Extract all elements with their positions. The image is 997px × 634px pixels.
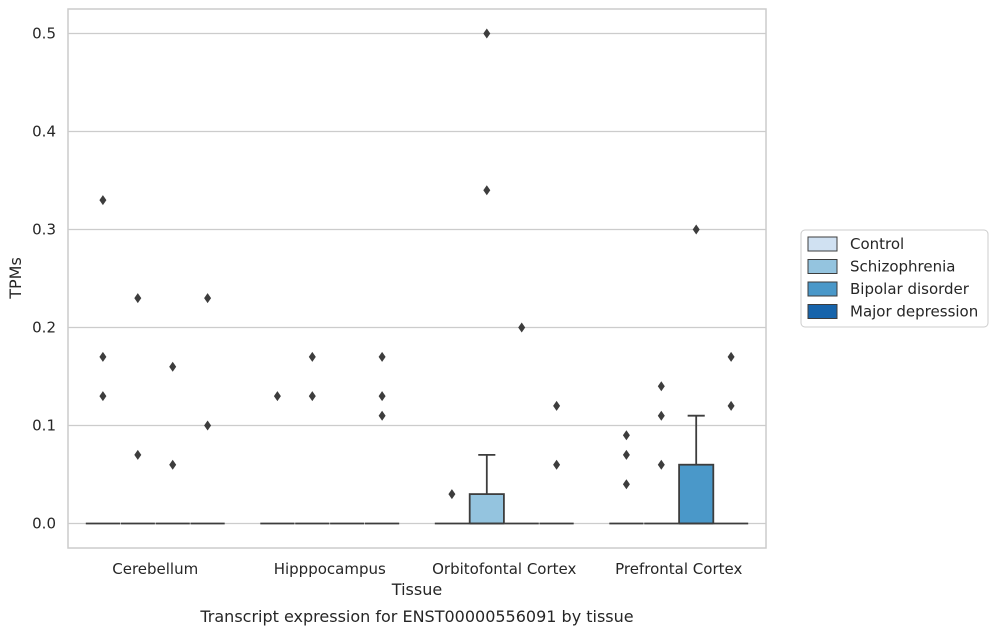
outlier-point — [622, 449, 630, 460]
outlier-point — [657, 410, 665, 421]
x-tick-label: Orbitofontal Cortex — [432, 560, 576, 578]
legend-swatch — [807, 281, 838, 297]
box-group — [468, 453, 505, 525]
outlier-point — [657, 459, 665, 470]
outlier-point — [169, 361, 177, 372]
legend-items: Control Schizophrenia Bipolar disorder Majo… — [807, 235, 978, 321]
outlier-point — [483, 185, 491, 196]
outlier-point — [134, 449, 142, 460]
y-axis-label: TPMs — [6, 257, 25, 300]
x-axis-label: Tissue — [391, 580, 442, 599]
y-tick-label: 0.4 — [32, 123, 56, 141]
y-tick-label: 0.1 — [32, 417, 56, 435]
outlier-point — [378, 351, 386, 362]
outlier-point — [378, 391, 386, 402]
legend: Control Schizophrenia Bipolar disorder Majo… — [800, 229, 989, 328]
outlier-point — [692, 224, 700, 235]
outlier-point — [378, 410, 386, 421]
outlier-point — [727, 351, 735, 362]
x-tick-label: Cerebellum — [112, 560, 198, 578]
y-tick-label: 0.3 — [32, 221, 56, 239]
outlier-point — [553, 459, 561, 470]
y-tick-labels: 0.0 0.1 0.2 0.3 0.4 0.5 — [32, 25, 56, 533]
legend-swatch — [807, 259, 838, 274]
outlier-point — [622, 430, 630, 441]
legend-label: Control — [850, 235, 904, 253]
outlier-point — [134, 293, 142, 304]
outlier-point — [308, 391, 316, 402]
x-tick-labels: Cerebellum Hipppocampus Orbitofontal Corte… — [112, 560, 742, 578]
outlier-point — [518, 322, 526, 333]
outlier-point — [204, 293, 212, 304]
outlier-point — [553, 400, 561, 411]
outlier-point — [727, 400, 735, 411]
outlier-point — [99, 391, 107, 402]
legend-swatch — [807, 236, 838, 252]
legend-label: Major depression — [850, 303, 978, 321]
outlier-point — [657, 381, 665, 392]
y-tick-label: 0.2 — [32, 319, 56, 337]
y-tick-label: 0.5 — [32, 25, 56, 43]
outlier-point — [99, 195, 107, 206]
plot-area — [67, 8, 767, 549]
outlier-point — [99, 351, 107, 362]
x-tick-label: Prefrontal Cortex — [615, 560, 742, 578]
outlier-point — [448, 489, 456, 500]
legend-label: Bipolar disorder — [850, 280, 970, 298]
outlier-point — [169, 459, 177, 470]
y-tick-label: 0.0 — [32, 515, 56, 533]
legend-swatch — [807, 304, 838, 319]
legend-label: Schizophrenia — [850, 258, 955, 276]
boxes — [85, 414, 749, 525]
outliers — [99, 28, 735, 500]
box-body — [678, 463, 715, 525]
box-group — [678, 414, 715, 525]
outlier-point — [273, 391, 281, 402]
outlier-point — [308, 351, 316, 362]
chart-caption: Transcript expression for ENST0000055609… — [199, 607, 633, 626]
box-body — [468, 493, 505, 525]
outlier-point — [483, 28, 491, 39]
legend-frame — [800, 229, 989, 328]
outlier-point — [204, 420, 212, 431]
x-tick-label: Hipppocampus — [274, 560, 386, 578]
outlier-point — [622, 479, 630, 490]
